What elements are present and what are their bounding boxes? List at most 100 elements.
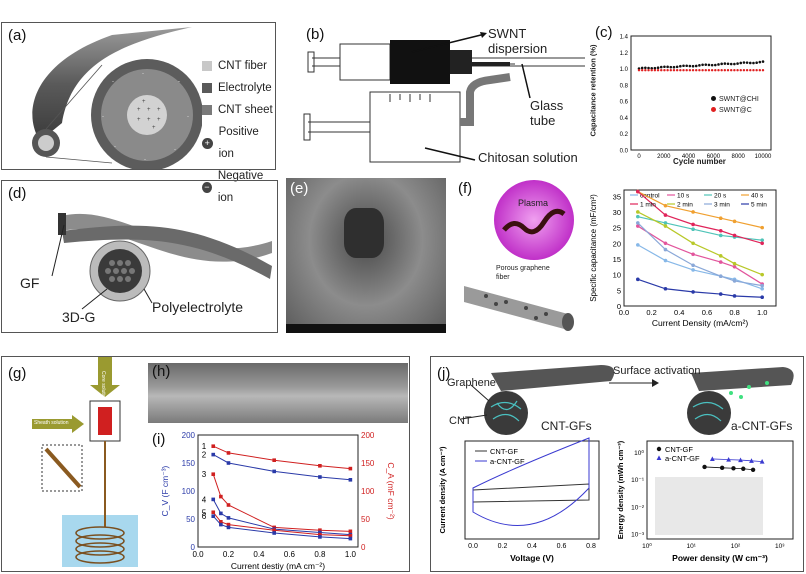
series-line [212,499,351,536]
x-tick-label: 0.6 [702,308,712,317]
cnt-gf-illustration [460,365,794,435]
x-axis-label: Current Density (mA/cm²) [652,318,749,328]
data-point [636,277,640,282]
y-tick-label: 35 [613,192,621,201]
data-point [691,290,695,294]
data-point [718,228,723,233]
svg-text:+: + [157,117,161,123]
data-point [718,216,723,221]
data-point [672,69,676,72]
x-tick-label: 1.0 [345,550,357,559]
x-tick-label: 0.6 [557,543,567,550]
svg-text:+: + [147,117,151,123]
sem-image-h [148,363,408,423]
legend-text: CNT-GF [665,445,693,454]
plot-frame [623,189,777,307]
y-tick-label: 10 [613,271,621,280]
data-point [688,69,692,72]
y-axis-label-left: C_V (F cm⁻³) [160,465,170,516]
data-point [732,233,737,238]
legend-text: CNT fiber [218,60,267,72]
data-point [707,69,711,72]
svg-text:+: + [157,107,161,113]
data-point [691,210,695,214]
data-point [718,260,723,264]
data-point [752,61,755,65]
x-tick-label: 10¹ [687,543,697,550]
data-point [211,510,216,515]
y-tick-label: 0.4 [620,116,629,122]
dot-icon [711,107,716,112]
x-tick-label: 0.8 [729,308,739,317]
data-point [726,457,732,462]
x-tick-label: 6000 [707,154,721,160]
wet-spinning-illustration [32,357,138,567]
data-point [318,535,322,539]
panel-ghi: (g) Core solution Sheath solution (h) (i… [1,356,410,572]
x-tick-label: 2000 [657,154,671,160]
y-tick-label: 0.6 [620,100,629,106]
svg-text:-: - [102,114,104,120]
legend-item-positive-ion: + Positive ion [202,121,275,165]
cnt-label: CNT [449,415,472,427]
series-line [212,474,351,532]
svg-text:+: + [137,117,141,123]
y-tick-label: 15 [613,255,621,264]
y-tick-label: 1.0 [620,67,629,73]
x-axis-label: Voltage (V) [510,553,554,563]
data-point [272,528,276,532]
surface-activation-label: Surface activation [613,365,701,377]
svg-text:+: + [142,99,146,105]
data-point [682,64,685,68]
data-point [663,213,668,217]
data-point [219,511,223,516]
capacitance-chart-i: 0.0 0.2 0.4 0.6 0.8 1.0 0 0 50 50 100 100 150 150 200 2… [160,431,396,571]
panel-f: (f) Plasma Porous graphene fiber 0.0 0.2 0… [456,178,786,338]
series-line [637,216,763,241]
chart-c-xlabel: Cycle number [673,157,726,166]
legend-swnt-chi: SWNT@CHI [711,94,759,105]
data-point [656,69,660,72]
y-tick-label: 10⁰ [634,449,644,457]
data-point [640,66,644,70]
data-point [750,467,756,472]
data-point [749,69,752,72]
y-tick-label: 0 [617,302,621,311]
data-point [749,458,754,463]
data-point [636,221,640,225]
polyelectrolyte-label: Polyelectrolyte [152,299,244,315]
data-point [226,522,231,527]
twisted-fiber-illustration [51,213,272,310]
data-point [653,66,657,70]
x-axis-label: Current destiy (mA cm⁻²) [231,561,325,571]
y-tick-label: 20 [613,239,621,248]
data-point [663,258,668,263]
data-point [272,458,276,462]
data-point [730,69,733,72]
panel-e: (e) [286,178,446,333]
cv-curve [472,437,590,526]
legend-text: a-CNT-GF [665,454,700,463]
y-axis-label: Current density (A cm⁻³) [438,446,447,534]
data-point [211,444,216,448]
graphene-label: Graphene [447,377,496,389]
series-line [212,511,351,537]
data-point [733,62,736,66]
series-line [637,211,763,276]
panel-j-label: (j) [437,365,451,382]
data-point [714,69,717,72]
legend-text: a-CNT-GF [490,457,525,466]
data-point [748,61,752,65]
legend-text: 10 s [677,193,690,200]
data-point [663,241,668,246]
series-line [637,222,763,287]
data-point [714,63,717,67]
data-point [669,65,673,69]
legend-text: SWNT@CHI [719,96,759,103]
data-point [663,221,668,225]
svg-text:-: - [174,147,176,153]
data-point [666,69,669,72]
data-point [318,528,322,532]
y-tick-label-right: 150 [361,459,375,468]
data-point [675,69,679,72]
